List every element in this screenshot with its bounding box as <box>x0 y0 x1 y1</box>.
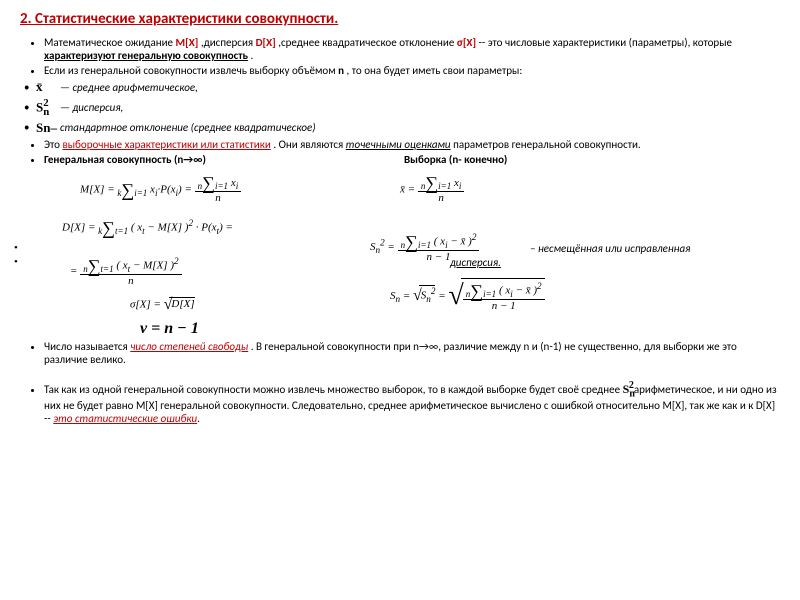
heading-general: Генеральная совокупность (n→∞) <box>44 153 404 166</box>
text: . <box>197 412 200 425</box>
symbol-inline: Sn2 <box>623 382 634 396</box>
text: . Они являются <box>273 138 345 151</box>
text: параметров генеральной совокупности. <box>453 138 641 151</box>
text: Математическое ожидание <box>44 36 176 49</box>
text: Так как из одной генеральной совокупност… <box>44 383 623 396</box>
bullet-list: Число называется число степеней свободы … <box>20 340 780 366</box>
bullet-item: Генеральная совокупность (n→∞) Выборка (… <box>44 153 780 166</box>
bullet-item: Если из генеральной совокупности извлечь… <box>44 64 780 77</box>
symbol-row-xbar: • x̄ — среднее арифметическое, <box>24 79 780 95</box>
formula-dx: D[X] = k∑t=1 ( xt − M[X] )2 · P(xt) = <box>62 218 233 236</box>
symbol-row-s2: • Sn2 — дисперсия, <box>24 97 780 118</box>
text: Если из генеральной совокупности извлечь… <box>44 64 338 77</box>
symbol-xbar: x̄ <box>36 79 60 95</box>
formula-dx2: = n∑t=1 ( xt − M[X] )2n <box>70 256 182 287</box>
bullet-list: Это выборочные характеристики или статис… <box>20 138 780 166</box>
note-dispersion2: дисперсия. <box>450 256 501 269</box>
formula-mx: M[X] = k∑i=1 xi·P(xi) = n∑i=1 xin <box>80 176 241 204</box>
symbol-n: n <box>338 64 344 77</box>
link-text: число степеней свободы <box>130 340 248 353</box>
bullet-list: Математическое ожидание M[X] ,дисперсия … <box>20 36 780 77</box>
page-title: 2. Статистические характеристики совокуп… <box>20 10 780 28</box>
symbol-dx: D[X] <box>256 36 276 49</box>
text: Число называется <box>44 340 128 353</box>
symbol-sn: Sn– <box>36 120 60 136</box>
text: Это <box>44 138 62 151</box>
symbol-mx: M[X] <box>176 36 199 49</box>
heading-sample: Выборка (n- конечно) <box>404 153 780 166</box>
formula-sn: Sn = √Sn2 = √ n∑i=1 ( xi − x̄ )2n − 1 <box>390 278 545 312</box>
symbol-sigma: σ[X] <box>457 36 476 49</box>
text: точечными оценками <box>346 138 451 151</box>
text: ,дисперсия <box>201 36 256 49</box>
formula-nu: ν = n − 1 <box>140 320 199 338</box>
bullet-item: Так как из одной генеральной совокупност… <box>44 380 780 425</box>
symbol-row-sn: • Sn– стандартное отклонение (среднее кв… <box>24 120 780 136</box>
bullet-item: Число называется число степеней свободы … <box>44 340 780 366</box>
link-text: это статистические ошибки <box>53 412 197 425</box>
text: . <box>250 49 253 62</box>
formula-sigma: σ[X] = √D[X] <box>130 296 195 314</box>
text: стандартное отклонение (среднее квадрати… <box>60 121 316 134</box>
text: , то она будет иметь свои параметры: <box>347 64 523 77</box>
link-text: выборочные характеристики или статистики <box>62 138 270 151</box>
formula-xbar: x̄ = n∑i=1 xin <box>400 176 464 204</box>
note-dispersion: – несмещённая или исправленная <box>530 242 690 255</box>
formula-block: M[X] = k∑i=1 xi·P(xi) = n∑i=1 xin x̄ = n… <box>20 170 780 338</box>
text: характеризуют генеральную совокупность <box>44 49 248 62</box>
text: -- это числовые характеристики (параметр… <box>479 36 732 49</box>
bullet-item: Это выборочные характеристики или статис… <box>44 138 780 151</box>
text: ,среднее квадратическое отклонение <box>278 36 457 49</box>
symbol-s2: Sn2 <box>36 97 60 118</box>
text: — среднее арифметическое, <box>60 81 198 94</box>
bullet-item: Математическое ожидание M[X] ,дисперсия … <box>44 36 780 62</box>
bullet-list: Так как из одной генеральной совокупност… <box>20 380 780 425</box>
text: — дисперсия, <box>60 101 123 114</box>
